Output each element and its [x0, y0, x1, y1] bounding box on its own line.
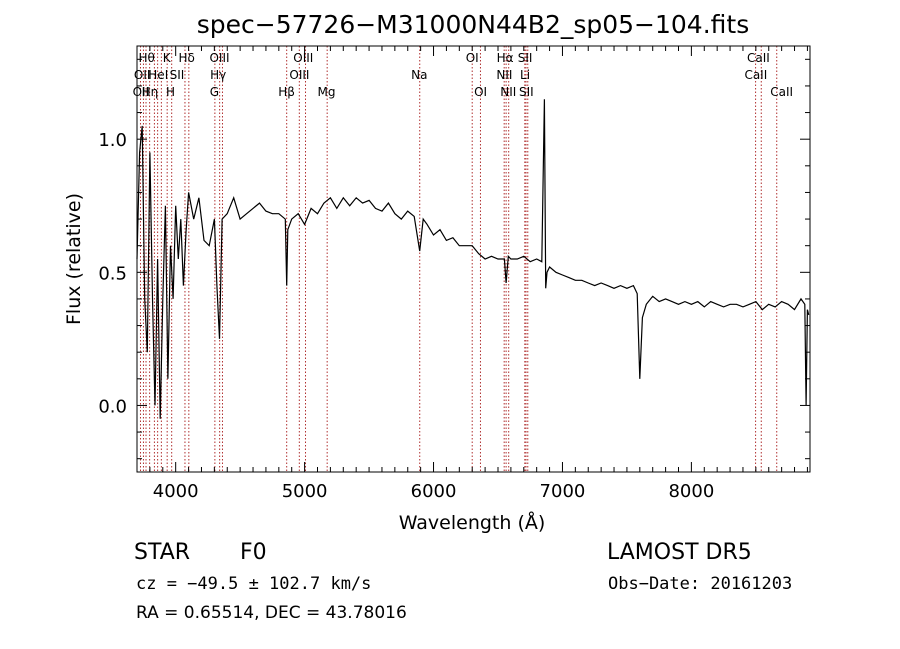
x-axis-ticks: 4000 5000 6000 7000 8000: [149, 46, 808, 502]
y-tick-label: 1.0: [98, 130, 127, 151]
line-marker-label: Li: [520, 68, 530, 82]
y-axis-label: Flux (relative): [63, 193, 85, 325]
line-marker-label: OI: [474, 85, 487, 99]
x-tick-label: 6000: [411, 481, 457, 502]
line-marker-label: OIII: [293, 51, 313, 65]
line-marker-label: CaII: [744, 68, 767, 82]
line-marker-label: NII: [500, 85, 516, 99]
line-marker-label: Hη: [142, 85, 159, 99]
line-marker-label: SII: [170, 68, 185, 82]
observation-date: Obs−Date: 20161203: [608, 574, 793, 594]
line-marker-label: NII: [496, 68, 512, 82]
line-marker-label: OII: [134, 68, 151, 82]
x-tick-label: 4000: [153, 481, 199, 502]
line-marker-label: OIII: [289, 68, 309, 82]
line-marker-label: Mg: [318, 85, 336, 99]
line-marker-label: OI: [466, 51, 479, 65]
x-tick-label: 8000: [668, 481, 714, 502]
object-subclass: F0: [240, 540, 267, 565]
line-marker-label: CaII: [747, 51, 770, 65]
emission-line-markers: [139, 46, 778, 472]
x-tick-label: 7000: [540, 481, 586, 502]
y-tick-label: 0.0: [98, 396, 127, 417]
line-marker-label: SII: [519, 85, 534, 99]
chart-title: spec−57726−M31000N44B2_sp05−104.fits: [197, 10, 750, 39]
y-tick-label: 0.5: [98, 263, 127, 284]
line-marker-label: CaII: [770, 85, 793, 99]
line-marker-label: Hβ: [278, 85, 295, 99]
line-marker-label: Hγ: [210, 68, 226, 82]
line-marker-label: Hδ: [178, 51, 194, 65]
spectrum-series-line: [136, 99, 810, 419]
y-axis-ticks: 0.0 0.5 1.0: [98, 58, 810, 460]
line-marker-label: OIII: [209, 51, 229, 65]
line-marker-label: G: [210, 85, 219, 99]
ra-dec-coordinates: RA = 0.65514, DEC = 43.78016: [136, 603, 407, 623]
x-tick-label: 5000: [282, 481, 328, 502]
line-marker-label: SII: [518, 51, 533, 65]
line-marker-label: Hθ: [138, 51, 154, 65]
line-marker-label: K: [163, 51, 172, 65]
line-marker-label: Hα: [497, 51, 514, 65]
object-class: STAR: [134, 540, 191, 565]
plot-frame: [136, 45, 811, 473]
line-marker-label: H: [166, 85, 175, 99]
x-axis-label: Wavelength (Å): [399, 511, 546, 534]
line-marker-label: HeI: [148, 68, 168, 82]
redshift-velocity: cz = −49.5 ± 102.7 km/s: [136, 574, 372, 594]
line-marker-label: Na: [411, 68, 427, 82]
survey-release: LAMOST DR5: [607, 540, 752, 565]
